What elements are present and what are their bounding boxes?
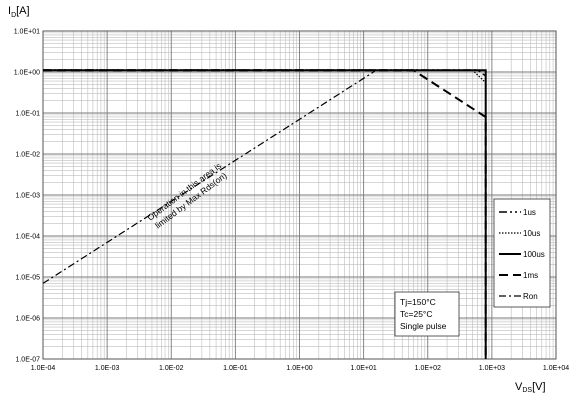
x-axis-title-sub: DS: [522, 387, 532, 394]
condition-tj: Tj=150°C: [400, 297, 436, 307]
x-tick-label: 1.0E-03: [95, 365, 120, 372]
y-axis-title-unit: [A]: [16, 5, 29, 17]
rds-on-region-note: Operation in this area is limited by Max…: [145, 161, 228, 231]
y-tick-label: 1.0E+00: [14, 70, 40, 77]
legend-label-100us: 100us: [523, 250, 545, 259]
y-tick-label: 1.0E-06: [15, 316, 40, 323]
legend: 1us 10us 100us 1ms Ron: [493, 198, 551, 308]
series-line-1ms: [43, 69, 487, 359]
series-line-Ron: [42, 70, 376, 284]
x-tick-label: 1.0E+02: [415, 365, 441, 372]
x-axis-title-main: V: [515, 381, 523, 393]
x-axis-title-unit: [V]: [532, 381, 545, 393]
y-tick-label: 1.0E+01: [14, 29, 40, 36]
y-tick-label: 1.0E-02: [15, 152, 40, 159]
condition-tc: Tc=25°C: [400, 309, 432, 319]
x-tick-label: 1.0E-04: [31, 365, 56, 372]
x-tick-label: 1.0E+03: [479, 365, 505, 372]
condition-pulse: Single pulse: [400, 321, 447, 331]
x-tick-label: 1.0E+01: [350, 365, 376, 372]
legend-label-Ron: Ron: [523, 292, 538, 301]
x-tick-label: 1.0E+00: [286, 365, 312, 372]
plot-frame: [42, 30, 557, 360]
x-tick-label: 1.0E+04: [543, 365, 569, 372]
x-tick-labels: 1.0E-04 1.0E-03 1.0E-02 1.0E-01 1.0E+00 1.0E+…: [31, 365, 570, 372]
major-grid: [42, 30, 557, 360]
series-lines: [42, 69, 487, 359]
y-axis-title-main: I: [8, 5, 11, 17]
y-tick-label: 1.0E-03: [15, 193, 40, 200]
y-axis-title: ID[A]: [8, 5, 30, 19]
conditions-box: Tj=150°C Tc=25°C Single pulse: [394, 291, 460, 337]
y-tick-label: 1.0E-01: [15, 111, 40, 118]
legend-label-1ms: 1ms: [523, 271, 538, 280]
legend-label-10us: 10us: [523, 229, 540, 238]
x-tick-label: 1.0E-02: [159, 365, 184, 372]
x-tick-label: 1.0E-01: [223, 365, 248, 372]
y-tick-label: 1.0E-07: [15, 357, 40, 364]
x-axis-title: VDS[V]: [515, 381, 546, 394]
y-tick-labels: 1.0E-07 1.0E-06 1.0E-05 1.0E-04 1.0E-03 1.0E-…: [14, 29, 40, 364]
legend-label-1us: 1us: [523, 208, 536, 217]
y-tick-label: 1.0E-05: [15, 275, 40, 282]
y-tick-label: 1.0E-04: [15, 234, 40, 241]
y-axis-title-sub: D: [11, 12, 16, 19]
